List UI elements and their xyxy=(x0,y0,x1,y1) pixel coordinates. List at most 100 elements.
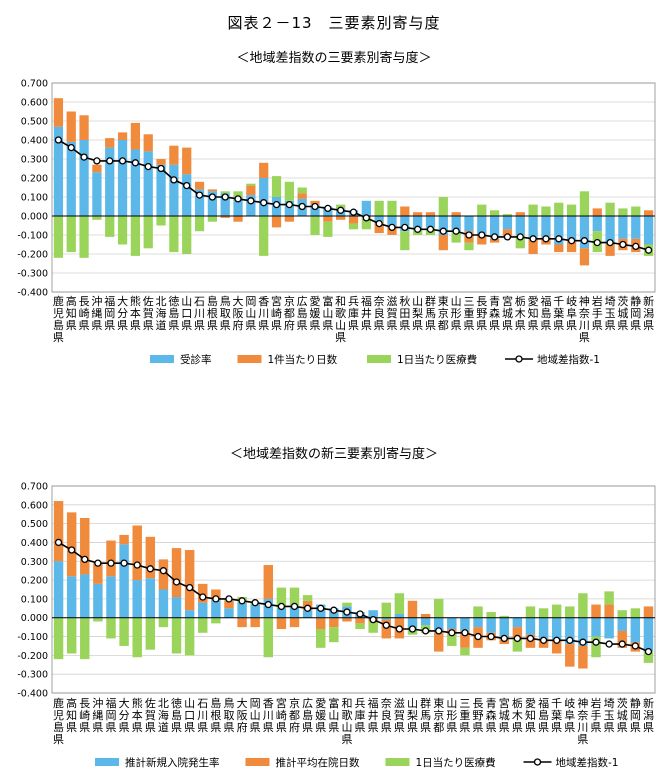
line-point xyxy=(337,206,345,214)
bar xyxy=(93,583,103,618)
bar xyxy=(220,191,230,194)
bar xyxy=(502,214,513,216)
bar xyxy=(66,216,76,253)
bar xyxy=(460,647,470,656)
x-category-label: 長野県 xyxy=(476,295,487,332)
bar xyxy=(207,191,217,216)
x-category-label: 広島県 xyxy=(297,295,308,332)
bar xyxy=(233,197,243,216)
bar xyxy=(643,216,654,245)
series-line xyxy=(58,541,649,653)
x-category-label: 鹿児島県 xyxy=(53,696,64,746)
figure-title: 図表２－13 三要素別寄与度 xyxy=(227,14,441,32)
bar xyxy=(551,604,562,618)
line-point xyxy=(465,231,473,239)
legend-item: 推計新規入院発生率 xyxy=(95,756,220,769)
line-point xyxy=(593,238,601,247)
y-tick-label: -0.300 xyxy=(17,269,48,280)
line-point xyxy=(356,610,364,618)
x-category-label: 岐阜県 xyxy=(566,295,577,332)
bar xyxy=(551,617,562,641)
plot-area xyxy=(51,82,656,293)
bar xyxy=(284,200,294,216)
x-category-label: 沖縄県 xyxy=(91,295,102,332)
y-tick-label: 0.200 xyxy=(21,576,48,587)
line-point xyxy=(490,233,499,241)
line-point xyxy=(513,634,522,643)
bar xyxy=(271,176,282,197)
bar xyxy=(515,212,525,216)
bar xyxy=(464,242,474,251)
line-point xyxy=(516,233,524,241)
line-point xyxy=(487,632,495,641)
bar xyxy=(381,617,391,620)
bar xyxy=(538,608,549,618)
x-category-label: 長崎県 xyxy=(79,697,90,734)
bar xyxy=(250,617,260,628)
bar xyxy=(119,534,129,545)
x-category-label: 兵庫県 xyxy=(355,697,366,734)
line-point xyxy=(529,235,537,243)
line-point xyxy=(212,595,220,603)
line-point xyxy=(426,225,435,233)
x-category-label: 神奈川県 xyxy=(577,696,588,746)
bar xyxy=(106,576,116,618)
x-category-label: 奈良県 xyxy=(374,294,385,332)
bar xyxy=(438,216,448,235)
x-category-label: 宮崎県 xyxy=(271,294,282,332)
bar xyxy=(512,627,523,639)
legend-swatch xyxy=(95,758,119,766)
bar xyxy=(512,638,523,652)
bar xyxy=(525,606,536,618)
bar xyxy=(92,216,102,220)
bar xyxy=(538,617,549,639)
bar xyxy=(329,617,339,628)
legend-label: 推計平均在院日数 xyxy=(276,756,360,769)
line-point xyxy=(107,559,115,567)
bar xyxy=(438,235,448,251)
bar xyxy=(420,617,431,626)
bar xyxy=(499,617,509,637)
line-point xyxy=(330,606,338,614)
bar xyxy=(565,606,575,618)
line-point xyxy=(185,583,194,592)
bar xyxy=(451,216,461,232)
x-category-label: 岡山県 xyxy=(250,697,261,734)
y-tick-label: 0.500 xyxy=(21,519,48,530)
x-category-label: 石川県 xyxy=(194,295,205,332)
bar xyxy=(143,216,153,249)
y-tick-label: 0.700 xyxy=(21,79,48,90)
bar xyxy=(158,559,169,590)
bar xyxy=(194,181,205,190)
y-tick-label: 0.000 xyxy=(21,212,48,223)
bar xyxy=(618,208,628,216)
bar xyxy=(310,204,320,216)
line-point xyxy=(298,202,306,211)
legend-label: 1件当たり日数 xyxy=(268,353,338,366)
bar xyxy=(297,187,307,194)
bar xyxy=(66,576,77,618)
x-category-label: 岐阜県 xyxy=(564,697,575,734)
bar xyxy=(220,216,230,218)
bar xyxy=(490,210,500,216)
bar xyxy=(79,216,89,258)
y-tick-label: -0.200 xyxy=(17,250,48,261)
line-point xyxy=(644,647,653,656)
bar xyxy=(342,617,352,622)
x-category-label: 群馬県 xyxy=(420,696,431,734)
x-category-label: 島根県 xyxy=(210,696,221,734)
bar xyxy=(630,617,641,643)
line-point xyxy=(555,235,563,243)
bar xyxy=(486,617,496,633)
bar xyxy=(117,132,128,140)
x-category-label: 山口県 xyxy=(181,295,192,332)
line-point xyxy=(146,565,154,573)
bar xyxy=(515,235,525,249)
bar xyxy=(53,501,64,562)
x-category-label: 栃木県 xyxy=(515,294,526,332)
line-point xyxy=(238,597,246,605)
x-category-label: 大分県 xyxy=(117,294,128,332)
x-category-label: 鹿児島県 xyxy=(53,294,64,344)
bar xyxy=(53,617,64,660)
bar xyxy=(451,212,461,216)
